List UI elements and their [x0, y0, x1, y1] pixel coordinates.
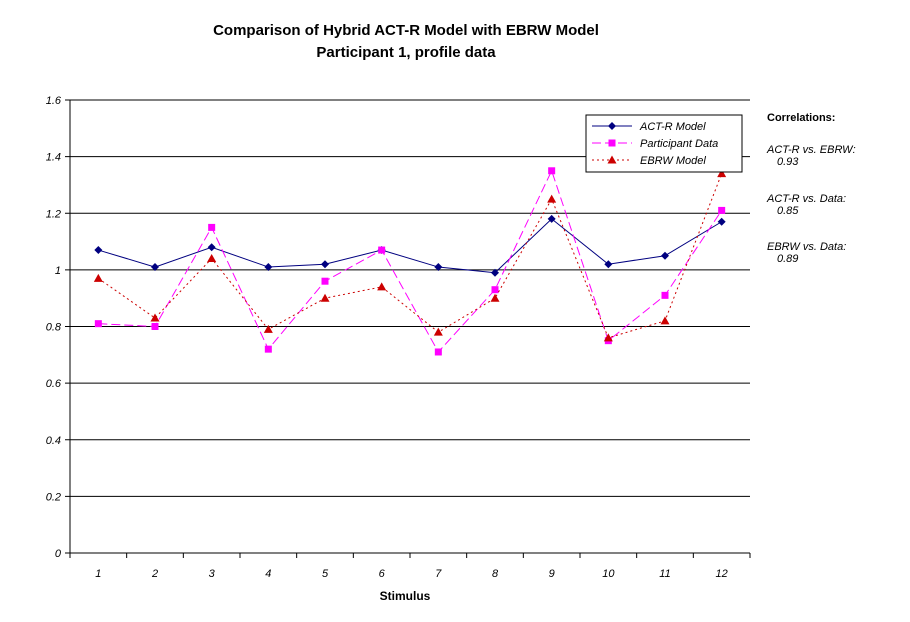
data-point: [151, 323, 159, 330]
y-tick-labels: 0 0.2 0.4 0.6 0.8 1 1.2 1.4 1.6: [46, 95, 62, 560]
data-point: [661, 291, 669, 299]
data-point: [263, 324, 273, 333]
x-tick-label: 8: [492, 568, 499, 580]
data-point: [151, 263, 159, 272]
series-ebrw-model: [93, 169, 727, 342]
data-point: [207, 254, 217, 263]
legend-label: ACT-R Model: [639, 121, 706, 133]
x-tick-label: 6: [379, 568, 386, 580]
x-tick-label: 1: [95, 568, 101, 580]
correlation-value: 0.93: [777, 156, 799, 168]
data-point: [93, 273, 103, 282]
y-tick-label: 1.2: [46, 208, 61, 220]
data-point: [490, 293, 500, 302]
correlation-label: ACT-R vs. EBRW:: [767, 144, 856, 156]
correlations-heading: Correlations:: [767, 112, 836, 124]
y-tick-label: 0: [55, 548, 62, 560]
x-tick-label: 4: [265, 568, 271, 580]
data-point: [434, 263, 443, 272]
legend: ACT-R Model Participant Data EBRW Model: [585, 114, 743, 173]
data-point: [207, 243, 216, 252]
data-point: [377, 282, 387, 291]
y-tick-label: 0.6: [46, 378, 62, 390]
y-tick-label: 0.8: [46, 322, 62, 334]
correlation-ebrw-data: EBRW vs. Data: 0.89: [767, 241, 846, 265]
x-tick-label: 11: [659, 568, 670, 580]
x-tick-label: 2: [151, 568, 158, 580]
y-tick-label: 1.6: [46, 95, 62, 107]
chart-title: Comparison of Hybrid ACT-R Model with EB…: [213, 22, 599, 39]
data-point: [321, 260, 329, 269]
data-point: [547, 214, 556, 223]
x-tick-label: 7: [435, 568, 442, 580]
correlation-act-r-data: ACT-R vs. Data: 0.85: [767, 193, 846, 217]
data-point: [604, 260, 613, 269]
data-point: [320, 293, 330, 302]
series-lines: [93, 167, 727, 356]
data-point: [491, 268, 499, 277]
legend-label: EBRW Model: [640, 155, 706, 167]
data-point: [717, 217, 726, 226]
data-point: [150, 313, 160, 322]
x-tick-label: 5: [322, 568, 329, 580]
x-tick-label: 10: [602, 568, 615, 580]
series-line: [98, 169, 723, 353]
data-point: [264, 345, 272, 353]
x-tick-labels: 1 2 3 4 5 6 7 8 9 10 11 12: [95, 568, 728, 580]
y-tick-label: 0.4: [46, 435, 61, 447]
x-tick-label: 3: [209, 568, 216, 580]
x-tick-label: 9: [549, 568, 555, 580]
y-tick-label: 0.2: [46, 491, 61, 503]
data-point: [94, 320, 102, 328]
series-line: [98, 218, 722, 274]
data-point: [491, 286, 499, 294]
data-point: [321, 277, 329, 285]
correlation-label: EBRW vs. Data:: [767, 241, 847, 253]
data-point: [717, 169, 727, 178]
x-tick-label: 12: [716, 568, 728, 580]
legend-marker: [608, 122, 616, 130]
legend-label: Participant Data: [640, 138, 718, 150]
series-line: [98, 173, 723, 339]
data-point: [603, 333, 613, 342]
data-point: [718, 206, 726, 214]
y-tick-label: 1.4: [46, 152, 61, 164]
legend-marker: [608, 139, 616, 147]
series-participant-data: [94, 167, 726, 356]
data-point: [433, 327, 443, 336]
correlation-act-r-ebrw: ACT-R vs. EBRW: 0.93: [767, 144, 856, 168]
data-point: [660, 316, 670, 325]
legend-marker: [607, 155, 617, 164]
data-point: [208, 223, 216, 231]
data-point: [547, 194, 557, 203]
y-tick-label: 1: [55, 265, 61, 277]
correlation-label: ACT-R vs. Data:: [767, 193, 847, 205]
chart-subtitle: Participant 1, profile data: [316, 44, 496, 61]
data-point: [264, 263, 273, 272]
x-axis-title: Stimulus: [380, 589, 431, 603]
data-point: [378, 246, 386, 254]
data-point: [434, 348, 442, 356]
data-point: [661, 251, 669, 260]
axes: [69, 100, 751, 558]
grid-lines: [65, 99, 750, 554]
correlation-value: 0.85: [777, 205, 799, 217]
correlation-value: 0.89: [777, 253, 799, 265]
data-point: [94, 246, 103, 255]
data-point: [548, 167, 556, 175]
